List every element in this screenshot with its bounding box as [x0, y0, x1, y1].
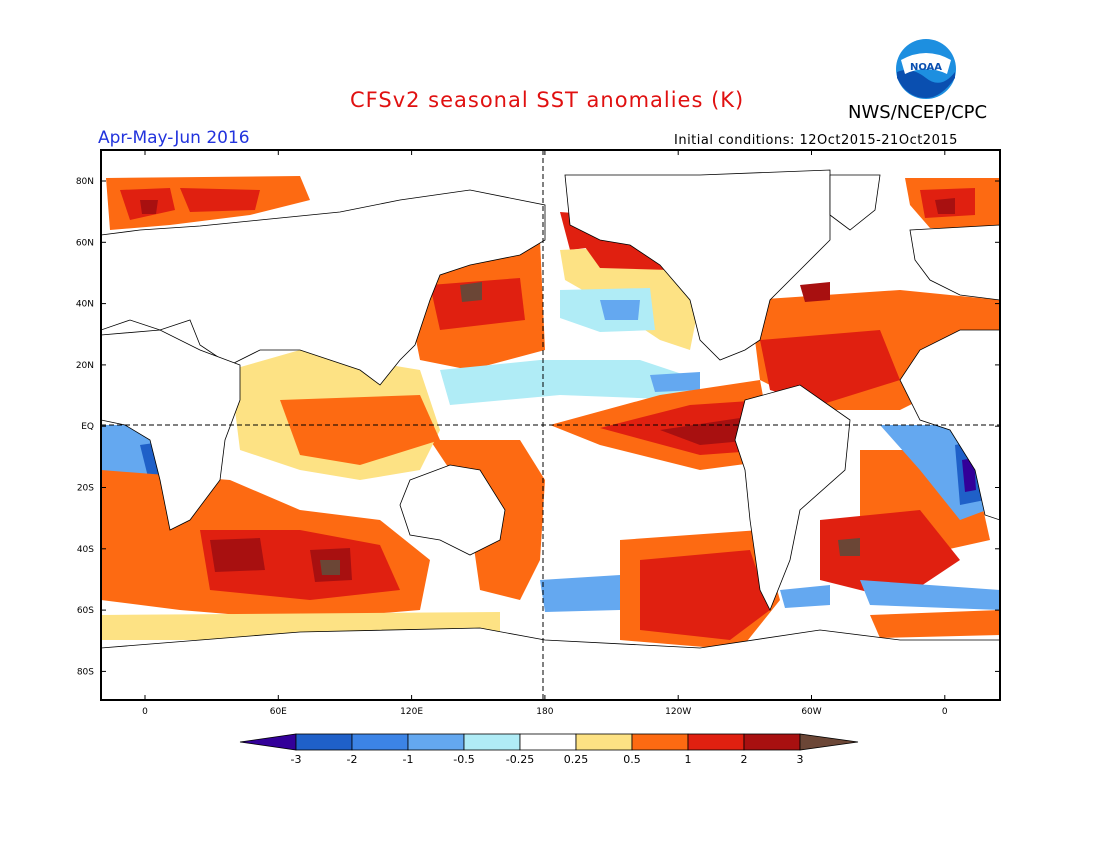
anomaly-south-atlantic-strong: [820, 510, 960, 600]
anomaly-indian-ocean-strong: [280, 395, 440, 465]
anomaly-arctic-core: [935, 198, 955, 214]
colorbar-label: -0.25: [506, 753, 534, 766]
lat-tick-label: 40N: [76, 300, 94, 310]
colorbar-label: 0.25: [564, 753, 589, 766]
anomaly-field: [101, 150, 1000, 700]
colorbar-left-arrow: [239, 733, 297, 751]
landmass-australia: [399, 464, 506, 556]
anomaly-gulf-stream-core: [800, 282, 830, 302]
colorbar-label: 0.5: [623, 753, 641, 766]
lon-tick-label: 120W: [665, 707, 691, 717]
landmass-eurasia: [101, 189, 546, 386]
anomaly-southern-ocean-cool: [780, 585, 830, 608]
landmass-antarctica: [101, 627, 1000, 700]
anomaly-southern-ocean-cool: [540, 575, 620, 612]
lat-tick-label: 20N: [76, 361, 94, 371]
lat-tick-label: 80S: [77, 667, 94, 677]
colorbar-segment: [631, 733, 689, 751]
latitude-ticks: 80N 60N 40N 20N EQ 20S 40S 60S 80S: [76, 177, 1000, 677]
anomaly-south-indian-core: [210, 538, 265, 572]
lon-tick-label: 0: [142, 707, 148, 717]
colorbar-label: -3: [291, 753, 302, 766]
initial-conditions: Initial conditions: 12Oct2015-21Oct2015: [674, 133, 958, 148]
anomaly-arctic-core: [140, 200, 158, 214]
anomaly-arctic-strong: [180, 188, 260, 212]
anomaly-southern-ocean-cool: [860, 580, 1000, 610]
organization-label: NWS/NCEP/CPC: [848, 102, 988, 123]
noaa-logo-icon: NOAA: [896, 39, 956, 99]
map-title: CFSv2 seasonal SST anomalies (K): [350, 88, 745, 112]
colorbar-segment: [407, 733, 465, 751]
lat-tick-label: 20S: [77, 484, 94, 494]
colorbar-label: -2: [347, 753, 358, 766]
lat-tick-label: 80N: [76, 177, 94, 187]
colorbar-segment: [519, 733, 577, 751]
anomaly-tropical-pacific-cool: [440, 360, 700, 405]
lon-tick-label: 0: [942, 707, 948, 717]
colorbar-label: -0.5: [453, 753, 474, 766]
forecast-period: Apr-May-Jun 2016: [98, 128, 250, 148]
lat-tick-label: EQ: [81, 422, 94, 432]
colorbar-label: -1: [403, 753, 414, 766]
colorbar-segment: [463, 733, 521, 751]
anomaly-eq-pacific-core: [660, 418, 755, 445]
lon-tick-label: 60W: [801, 707, 821, 717]
colorbar: [239, 733, 859, 751]
anomaly-nw-pacific-core: [460, 282, 482, 302]
lon-tick-label: 120E: [400, 707, 423, 717]
anomaly-nw-pacific-strong: [430, 278, 525, 330]
landmass-greenland: [829, 174, 881, 231]
colorbar-label: 2: [741, 753, 748, 766]
landmass-south-america: [734, 384, 851, 611]
anomaly-sub-antarctic-warm: [870, 610, 1000, 638]
anomaly-south-atlantic-max: [838, 538, 860, 556]
lon-tick-label: 180: [536, 707, 553, 717]
colorbar-segment: [743, 733, 801, 751]
colorbar-segment: [575, 733, 633, 751]
colorbar-segment: [687, 733, 745, 751]
lon-tick-label: 60E: [270, 707, 287, 717]
noaa-logo-text: NOAA: [910, 62, 942, 73]
colorbar-segment: [295, 733, 353, 751]
map-frame: [100, 149, 1001, 701]
colorbar-label: 1: [685, 753, 692, 766]
anomaly-n-pacific-cool: [600, 300, 640, 320]
anomaly-tropical-pacific-cool: [650, 372, 700, 392]
landmass-europe-east: [909, 224, 1000, 301]
anomaly-south-pacific-strong: [640, 550, 770, 640]
lat-tick-label: 40S: [77, 545, 94, 555]
landmass-africa: [101, 329, 241, 531]
colorbar-label: 3: [797, 753, 804, 766]
colorbar-segment: [351, 733, 409, 751]
colorbar-right-arrow: [799, 733, 859, 751]
anomaly-south-indian-max: [320, 560, 340, 575]
longitude-ticks: 0 60E 120E 180 120W 60W 0: [142, 150, 948, 717]
lat-tick-label: 60N: [76, 238, 94, 248]
lat-tick-label: 60S: [77, 606, 94, 616]
colorbar-labels: -3 -2 -1 -0.5 -0.25 0.25 0.5 1 2 3: [291, 753, 804, 766]
